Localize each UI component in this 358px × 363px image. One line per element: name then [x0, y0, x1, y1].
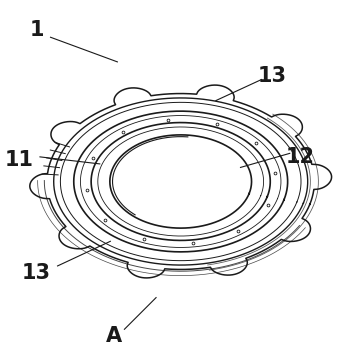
- Polygon shape: [110, 135, 252, 228]
- Polygon shape: [81, 115, 281, 248]
- Text: 12: 12: [286, 147, 315, 167]
- Text: 13: 13: [22, 263, 51, 283]
- Text: A: A: [106, 326, 122, 346]
- Polygon shape: [54, 98, 308, 265]
- Text: 13: 13: [258, 66, 287, 86]
- Polygon shape: [74, 111, 287, 252]
- Polygon shape: [91, 123, 270, 240]
- Polygon shape: [30, 85, 332, 278]
- Text: 11: 11: [4, 150, 33, 170]
- Polygon shape: [98, 127, 263, 236]
- Text: 1: 1: [29, 20, 44, 40]
